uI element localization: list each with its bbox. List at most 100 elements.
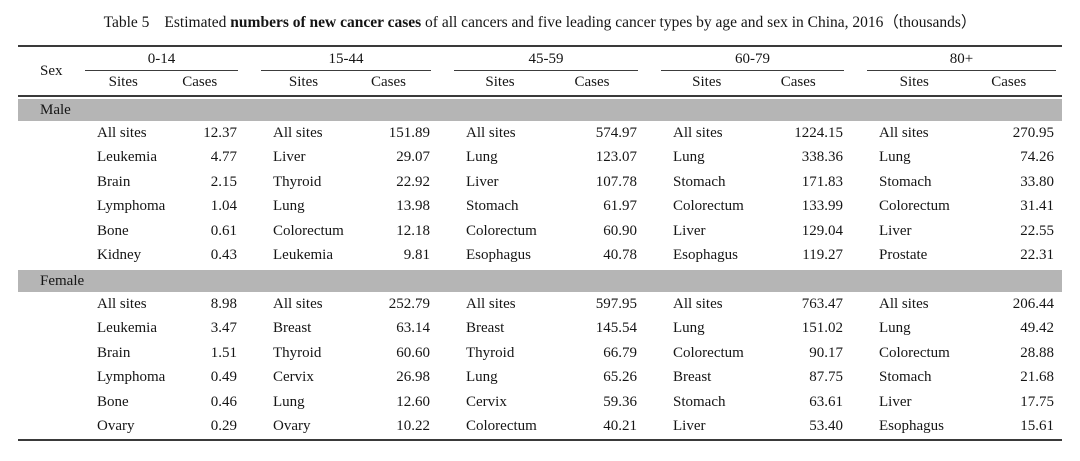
- cases-value: 10.22: [396, 418, 430, 435]
- site-name: Thyroid: [273, 344, 322, 361]
- site-cases-cell: Colorectum 40.21: [454, 418, 661, 435]
- site-name: Liver: [879, 222, 912, 239]
- cases-column-header: Cases: [574, 74, 610, 90]
- site-name: All sites: [466, 124, 516, 141]
- site-cases-cell: Breast 145.54: [454, 320, 661, 337]
- site-name: Cervix: [466, 393, 507, 410]
- cases-value: 763.47: [801, 295, 843, 312]
- site-cases-cell: All sites 574.97: [454, 125, 661, 142]
- site-cases-cell: Colorectum 28.88: [867, 345, 1062, 362]
- site-name: Liver: [273, 149, 306, 166]
- site-name: Lung: [673, 320, 705, 337]
- site-name: Leukemia: [97, 320, 157, 337]
- cases-value: 597.95: [595, 295, 637, 312]
- site-name: Stomach: [673, 173, 726, 190]
- site-name: Bone: [97, 393, 129, 410]
- cases-value: 129.04: [801, 222, 843, 239]
- site-cases-cell: All sites 763.47: [661, 296, 867, 313]
- site-cases-cell: Colorectum 90.17: [661, 345, 867, 362]
- site-name: Esophagus: [673, 247, 738, 264]
- table-number: Table 5: [103, 14, 150, 31]
- site-cases-cell: Cervix 59.36: [454, 394, 661, 411]
- site-cases-cell: Esophagus 15.61: [867, 418, 1062, 435]
- sites-column-header: Sites: [692, 74, 722, 90]
- site-name: Leukemia: [97, 149, 157, 166]
- site-name: Colorectum: [466, 222, 537, 239]
- table-row: Bone 0.61 Colorectum 12.18 Colorectum 60.90 Li…: [18, 219, 1062, 244]
- table-row: All sites 8.98 All sites 252.79 All sites 597…: [18, 292, 1062, 317]
- site-cases-cell: Lymphoma 0.49: [85, 369, 261, 386]
- site-cases-cell: Thyroid 22.92: [261, 174, 454, 191]
- site-cases-cell: Lung 151.02: [661, 320, 867, 337]
- site-cases-cell: Breast 63.14: [261, 320, 454, 337]
- cases-value: 15.61: [1020, 418, 1054, 435]
- site-cases-cell: Lung 49.42: [867, 320, 1062, 337]
- cases-value: 123.07: [595, 149, 637, 166]
- site-cases-cell: Colorectum 60.90: [454, 223, 661, 240]
- caption-text-rest: of all cancers and five leading cancer t…: [421, 14, 977, 31]
- table-row: Kidney 0.43 Leukemia 9.81 Esophagus 40.78 Esop…: [18, 244, 1062, 269]
- age-group-header-45-59: 45-59 Sites Cases: [454, 47, 661, 95]
- site-cases-cell: All sites 206.44: [867, 296, 1062, 313]
- site-cases-cell: All sites 597.95: [454, 296, 661, 313]
- site-name: Lung: [466, 149, 498, 166]
- cases-value: 90.17: [809, 344, 843, 361]
- cases-value: 31.41: [1020, 198, 1054, 215]
- sex-header-label: Sex: [40, 62, 63, 79]
- site-name: Ovary: [273, 418, 311, 435]
- site-name: Leukemia: [273, 247, 333, 264]
- site-cases-cell: Stomach 171.83: [661, 174, 867, 191]
- cases-column-header: Cases: [371, 74, 406, 90]
- age-group-label: 0-14: [85, 47, 238, 71]
- site-cases-cell: Breast 87.75: [661, 369, 867, 386]
- site-cases-cell: Stomach 61.97: [454, 198, 661, 215]
- site-name: Liver: [879, 393, 912, 410]
- cases-value: 61.97: [603, 198, 637, 215]
- site-name: Stomach: [466, 198, 519, 215]
- section-header-male: Male: [18, 99, 1062, 121]
- table-row: Brain 1.51 Thyroid 60.60 Thyroid 66.79 Colorec…: [18, 341, 1062, 366]
- cases-value: 65.26: [603, 369, 637, 386]
- site-name: Breast: [466, 320, 505, 337]
- site-name: Ovary: [97, 418, 135, 435]
- sex-header-cell: Sex: [18, 47, 85, 95]
- site-cases-cell: Leukemia 4.77: [85, 149, 261, 166]
- site-name: Colorectum: [673, 198, 744, 215]
- site-cases-cell: Liver 107.78: [454, 174, 661, 191]
- cases-value: 0.29: [210, 418, 237, 435]
- site-cases-cell: Stomach 33.80: [867, 174, 1062, 191]
- site-cases-cell: All sites 8.98: [85, 296, 261, 313]
- subheader-row: Sites Cases: [261, 71, 431, 94]
- cases-value: 21.68: [1020, 369, 1054, 386]
- site-name: Cervix: [273, 369, 314, 386]
- age-group-label: 45-59: [454, 47, 638, 71]
- site-cases-cell: Esophagus 119.27: [661, 247, 867, 264]
- site-name: All sites: [673, 295, 723, 312]
- site-cases-cell: Liver 22.55: [867, 223, 1062, 240]
- site-cases-cell: Ovary 10.22: [261, 418, 454, 435]
- site-cases-cell: Stomach 21.68: [867, 369, 1062, 386]
- site-cases-cell: Prostate 22.31: [867, 247, 1062, 264]
- site-name: Lung: [673, 149, 705, 166]
- age-group-label: 15-44: [261, 47, 431, 71]
- cases-value: 0.61: [210, 222, 237, 239]
- site-name: Lung: [879, 320, 911, 337]
- cases-value: 0.49: [210, 369, 237, 386]
- subheader-row: Sites Cases: [661, 71, 844, 94]
- table-caption: Table 5 Estimated numbers of new cancer c…: [0, 0, 1080, 33]
- age-group-label: 80+: [867, 47, 1056, 71]
- site-name: Esophagus: [466, 247, 531, 264]
- sites-column-header: Sites: [108, 74, 138, 90]
- cases-value: 12.18: [396, 222, 430, 239]
- site-name: Stomach: [879, 369, 932, 386]
- site-cases-cell: Bone 0.61: [85, 223, 261, 240]
- site-name: Colorectum: [879, 198, 950, 215]
- cases-value: 9.81: [403, 247, 430, 264]
- site-name: Stomach: [879, 173, 932, 190]
- site-cases-cell: Colorectum 133.99: [661, 198, 867, 215]
- site-name: Prostate: [879, 247, 928, 264]
- site-name: Esophagus: [879, 418, 944, 435]
- cases-value: 13.98: [396, 198, 430, 215]
- cases-value: 63.61: [809, 393, 843, 410]
